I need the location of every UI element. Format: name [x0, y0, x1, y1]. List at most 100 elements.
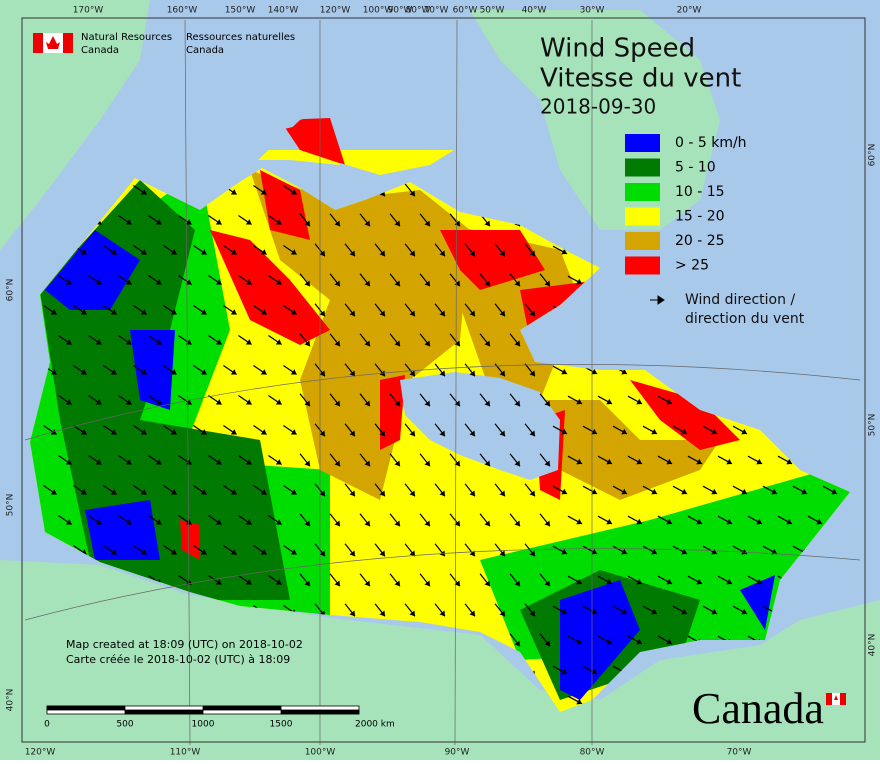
- wind-arrow-head: [260, 309, 267, 315]
- wind-arrow-head: [469, 310, 475, 317]
- org-en: Natural Resources: [81, 32, 172, 43]
- wind-arrow-head: [499, 610, 505, 617]
- graticule: [24, 19, 861, 746]
- wind-arrow-head: [786, 518, 793, 525]
- wind-arrow-head: [499, 550, 505, 557]
- wind-arrow-head: [484, 340, 490, 347]
- org-fr: Ressources naturelles: [186, 32, 295, 43]
- wind-arrow-head: [95, 459, 102, 465]
- wind-arrow-head: [80, 249, 87, 255]
- wind-arrow-head: [544, 460, 550, 467]
- wind-arrow-head: [484, 580, 490, 587]
- scale-label: 500: [116, 720, 133, 730]
- wind-arrow-head: [756, 518, 763, 525]
- legend-label: 20 - 25: [675, 233, 725, 249]
- wind-arrow-head: [771, 548, 778, 555]
- wind-arrow-head: [334, 580, 340, 587]
- wind-zone: [45, 230, 140, 310]
- wind-arrow-head: [110, 429, 117, 435]
- wind-arrow-head: [170, 369, 177, 375]
- wind-zone: [430, 220, 720, 500]
- wind-arrow-head: [711, 548, 718, 555]
- org-fr: Canada: [186, 45, 224, 56]
- wind-arrow-head: [230, 369, 237, 375]
- wind-arrow-head: [230, 309, 237, 315]
- wind-arrow-head: [230, 429, 237, 435]
- wind-arrow-head: [379, 610, 385, 617]
- wind-arrow-head: [319, 370, 325, 377]
- wind-arrow-head: [424, 460, 430, 467]
- wind-arrow-head: [741, 488, 748, 495]
- wind-arrow-head: [364, 340, 370, 347]
- wind-arrow-head: [484, 400, 490, 407]
- wind-arrow-head: [95, 399, 102, 405]
- wind-arrow-head: [260, 369, 267, 375]
- wind-arrow-head: [290, 489, 297, 495]
- wind-arrow-head: [591, 608, 598, 615]
- wind-arrow-head: [591, 428, 598, 435]
- wind-arrow-head: [499, 250, 505, 257]
- wind-arrow-head: [140, 489, 147, 495]
- wind-arrow-head: [741, 548, 748, 555]
- wind-zones: [30, 118, 850, 712]
- wind-arrow-head: [125, 399, 132, 405]
- wind-arrow-head: [155, 339, 162, 345]
- wind-arrow-head: [155, 519, 162, 525]
- wind-arrow-head: [484, 520, 490, 527]
- wind-arrow-head: [726, 518, 733, 525]
- wind-arrow-head: [95, 519, 102, 525]
- wind-arrow-head: [50, 369, 57, 375]
- wind-arrow-head: [349, 310, 355, 317]
- wind-arrow-head: [155, 219, 162, 225]
- wind-arrow-head: [666, 458, 673, 465]
- wind-arrow-head: [816, 518, 823, 525]
- wind-arrow-head: [499, 430, 505, 437]
- wind-arrow-head: [125, 459, 132, 465]
- wind-arrow-head: [65, 399, 72, 405]
- wind-arrow-head: [140, 189, 147, 195]
- legend-swatch: [625, 207, 660, 226]
- wind-arrow-head: [155, 459, 162, 465]
- wind-arrow-head: [756, 578, 763, 585]
- wind-arrow-head: [561, 608, 568, 615]
- wind-arrow-head: [469, 250, 475, 257]
- wordmark: Canada: [692, 684, 824, 733]
- wind-arrow-head: [364, 580, 370, 587]
- graticule-label: 60°N: [6, 279, 16, 302]
- wind-arrow-head: [606, 518, 613, 525]
- graticule-label: 50°N: [868, 414, 878, 437]
- wind-arrow-head: [606, 578, 613, 585]
- wind-arrow-head: [200, 489, 207, 495]
- wind-arrow-head: [576, 638, 583, 645]
- wind-arrow-head: [394, 220, 400, 227]
- wind-arrow-head: [666, 398, 673, 405]
- wind-arrow-head: [230, 189, 237, 195]
- wind-arrow-head: [334, 400, 340, 407]
- legend-label: 0 - 5 km/h: [675, 135, 747, 151]
- wind-arrow-head: [275, 399, 282, 405]
- org-en: Canada: [81, 45, 119, 56]
- wind-arrow-head: [349, 550, 355, 557]
- legend-swatch: [625, 256, 660, 275]
- wind-arrow-head: [741, 608, 748, 615]
- scale-label: 1500: [270, 720, 293, 730]
- wind-arrow-head: [215, 459, 222, 465]
- graticule-label: 70°W: [424, 6, 449, 16]
- wind-zone: [130, 330, 175, 410]
- wind-arrow-head: [666, 578, 673, 585]
- graticule-label: 50°N: [6, 494, 16, 517]
- wind-arrow-head: [364, 520, 370, 527]
- wind-arrow-head: [636, 458, 643, 465]
- wind-arrow-head: [379, 490, 385, 497]
- wind-arrow-head: [651, 428, 658, 435]
- wind-arrow-head: [439, 250, 445, 257]
- wind-arrow-head: [636, 518, 643, 525]
- wind-arrow-head: [290, 249, 297, 255]
- wind-arrow-head: [349, 250, 355, 257]
- wind-arrow-head: [260, 189, 267, 195]
- wind-arrow-head: [544, 640, 550, 647]
- wind-arrow-head: [215, 339, 222, 345]
- graticule-label: 30°W: [580, 6, 605, 16]
- wind-arrow-head: [245, 339, 252, 345]
